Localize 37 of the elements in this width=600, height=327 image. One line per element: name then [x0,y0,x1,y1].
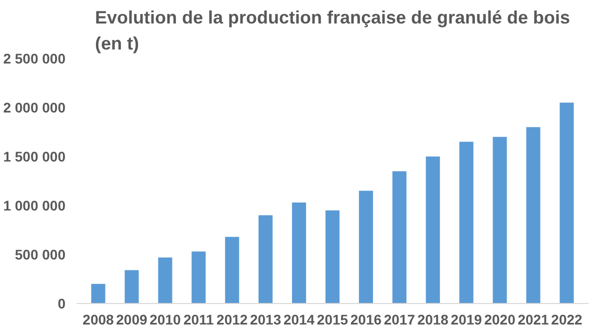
x-tick-label: 2020 [484,312,516,327]
bar [459,142,474,304]
y-tick-label: 0 [58,296,66,312]
bar [158,257,172,304]
x-tick-label: 2015 [316,312,348,327]
bar [358,190,373,304]
x-tick-label: 2012 [216,312,248,327]
bar [426,156,440,304]
x-tick-label: 2017 [384,312,416,327]
bar [91,284,106,304]
y-tick-label: 1 000 000 [3,198,66,214]
bar [492,136,507,304]
x-tick-label: 2016 [350,312,382,327]
bar [292,202,306,304]
bar [225,236,240,304]
x-tick-label: 2008 [82,312,114,327]
x-tick-label: 2011 [183,312,214,327]
y-tick-label: 2 500 000 [3,50,66,66]
x-tick-label: 2013 [250,312,282,327]
bar [325,210,340,304]
x-tick-label: 2014 [283,312,315,327]
x-tick-label: 2009 [116,312,148,327]
y-tick-label: 2 000 000 [3,100,66,116]
bar [192,252,206,304]
chart-title: Evolution de la production française de granulé de bois (en t) [94,8,570,54]
bar [124,270,139,304]
bar [258,215,273,304]
x-tick-label: 2021 [518,312,550,327]
x-tick-label: 2019 [450,312,482,327]
bar [392,171,406,304]
x-tick-label: 2018 [417,312,449,327]
bar [560,102,574,304]
y-tick-label: 1 500 000 [3,148,66,164]
x-tick-label: 2022 [551,312,583,327]
bar [526,127,540,304]
x-tick-label: 2010 [150,312,181,327]
y-tick-label: 500 000 [14,246,66,262]
